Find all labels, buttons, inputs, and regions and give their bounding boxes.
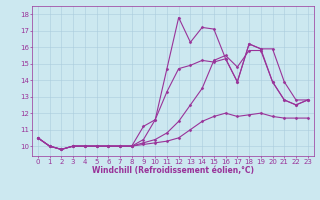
X-axis label: Windchill (Refroidissement éolien,°C): Windchill (Refroidissement éolien,°C)	[92, 166, 254, 175]
